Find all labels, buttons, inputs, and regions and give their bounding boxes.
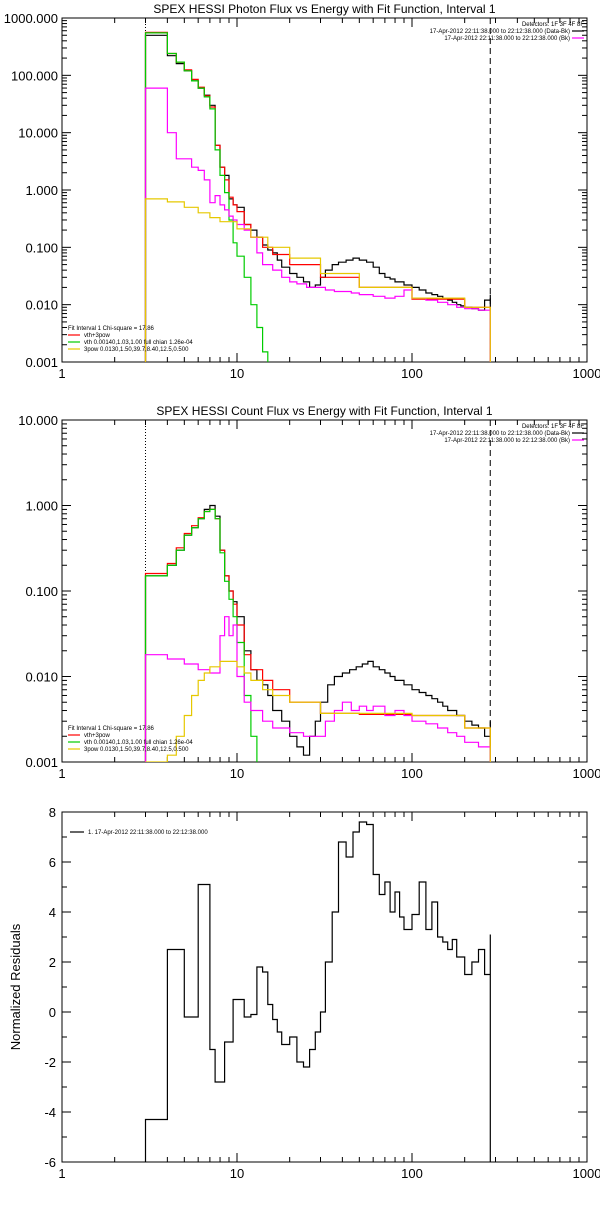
legend-entry-label: 17-Apr-2012 22:11:38.000 to 22:12:38.000… bbox=[430, 431, 570, 437]
x-tick-label: 10 bbox=[230, 366, 244, 381]
y-tick-label: 1.000 bbox=[25, 499, 58, 514]
series-group bbox=[144, 504, 491, 762]
chart-2: 1 10 100 1000 0.001 0.010 0.100 1.000 10.000 SPEX… bbox=[18, 404, 600, 781]
y-tick-label: -6 bbox=[44, 1155, 56, 1170]
y-tick-label: 0 bbox=[49, 1005, 56, 1020]
legend-fit-label: 3pow 0.0130,1.50,39.7,8.40,12.5,0.500 bbox=[84, 747, 189, 753]
x-tick-label: 10 bbox=[230, 766, 244, 781]
series-2-line bbox=[144, 508, 491, 762]
series-group bbox=[144, 821, 491, 1162]
x-tick-label: 1 bbox=[58, 766, 65, 781]
y-tick-label: -2 bbox=[44, 1055, 56, 1070]
chart-title: SPEX HESSI Count Flux vs Energy with Fit… bbox=[156, 404, 492, 418]
plot-frame bbox=[61, 17, 588, 363]
y-tick-label: 0.010 bbox=[25, 670, 58, 685]
legend-residuals-label: 1. 17-Apr-2012 22:11:38.000 to 22:12:38.… bbox=[88, 830, 208, 836]
y-tick-label: 0.001 bbox=[25, 755, 58, 770]
y-tick-label: 10.000 bbox=[18, 126, 58, 141]
legend-fit-header: Fit Interval 1 Chi-square = 17.86 bbox=[68, 726, 155, 732]
series-5-line bbox=[145, 660, 491, 762]
y-axis-label: Normalized Residuals bbox=[8, 923, 23, 1050]
y-tick-label: 8 bbox=[49, 805, 56, 820]
x-tick-label: 10 bbox=[230, 1166, 244, 1181]
x-tick-label: 1000 bbox=[573, 1166, 600, 1181]
x-tick-label: 100 bbox=[401, 366, 423, 381]
x-tick-label: 1000 bbox=[573, 366, 600, 381]
y-tick-label: 4 bbox=[49, 905, 56, 920]
legend-fit-label: vth 0.00140,1.03,1.00 full chian 1.26e-0… bbox=[84, 340, 193, 346]
y-tick-label: 0.100 bbox=[25, 584, 58, 599]
x-tick-label: 1 bbox=[58, 366, 65, 381]
x-tick-label: 100 bbox=[401, 1166, 423, 1181]
legend-fit-label: vth+3pow bbox=[84, 733, 111, 739]
legend-bottom-left: Fit Interval 1 Chi-square = 17.86vth+3po… bbox=[68, 326, 193, 353]
y-tick-label: 1.000 bbox=[25, 183, 58, 198]
y-tick-label: 2 bbox=[49, 955, 56, 970]
x-tick-label: 1000 bbox=[573, 766, 600, 781]
series-4-line bbox=[144, 87, 491, 362]
y-tick-label: 0.100 bbox=[25, 240, 58, 255]
series-3-line bbox=[144, 32, 269, 362]
series-4-line bbox=[144, 616, 491, 762]
series-5-line bbox=[144, 198, 491, 362]
legend-entry-label: 17-Apr-2012 22:11:38.000 to 22:12:38.000… bbox=[444, 438, 570, 444]
legend-detectors: Detectors: 1F 3F 4F 8F bbox=[522, 424, 584, 430]
y-tick-label: 10.000 bbox=[18, 413, 58, 428]
y-tick-label: -4 bbox=[44, 1105, 56, 1120]
plot-frame bbox=[61, 419, 588, 763]
legend-fit-label: vth+3pow bbox=[84, 333, 111, 339]
legend-fit-label: 3pow 0.0130,1.50,39.7,8.40,12.5,0.500 bbox=[84, 347, 189, 353]
series-group bbox=[144, 31, 491, 362]
legend-fit-label: vth 0.00140,1.03,1.00 full chian 1.26e-0… bbox=[84, 740, 193, 746]
legend-fit-header: Fit Interval 1 Chi-square = 17.86 bbox=[68, 326, 155, 332]
chart-3: 1 10 100 1000 -6 -4 -2 0 2 4 6 8 Normalized Residual… bbox=[8, 805, 600, 1181]
y-tick-label: 0.001 bbox=[25, 355, 58, 370]
series-1-line bbox=[144, 821, 491, 1162]
y-tick-label: 1000.000 bbox=[4, 11, 58, 26]
y-tick-label: 6 bbox=[49, 855, 56, 870]
y-tick-label: 100.000 bbox=[11, 68, 58, 83]
series-2-line bbox=[144, 31, 491, 362]
chart-1: 1 10 100 1000 0.001 0.010 0.100 1.000 10.000 100.… bbox=[4, 2, 600, 381]
series-1-line bbox=[144, 34, 491, 362]
legend-detectors: Detectors: 1F 3F 4F 8F bbox=[522, 22, 584, 28]
legend-bottom-left: Fit Interval 1 Chi-square = 17.86vth+3po… bbox=[68, 726, 193, 753]
plot-frame bbox=[61, 811, 588, 1163]
legend-entry-label: 17-Apr-2012 22:11:38.000 to 22:12:38.000… bbox=[444, 36, 570, 42]
legend-entry-label: 17-Apr-2012 22:11:38.000 to 22:12:38.000… bbox=[430, 29, 570, 35]
series-1-line bbox=[144, 504, 491, 762]
legend-residuals: 1. 17-Apr-2012 22:11:38.000 to 22:12:38.… bbox=[70, 830, 208, 836]
series-3-line bbox=[144, 508, 258, 762]
x-tick-label: 1 bbox=[58, 1166, 65, 1181]
chart-title: SPEX HESSI Photon Flux vs Energy with Fi… bbox=[153, 2, 495, 16]
x-tick-label: 100 bbox=[401, 766, 423, 781]
y-tick-label: 0.010 bbox=[25, 298, 58, 313]
